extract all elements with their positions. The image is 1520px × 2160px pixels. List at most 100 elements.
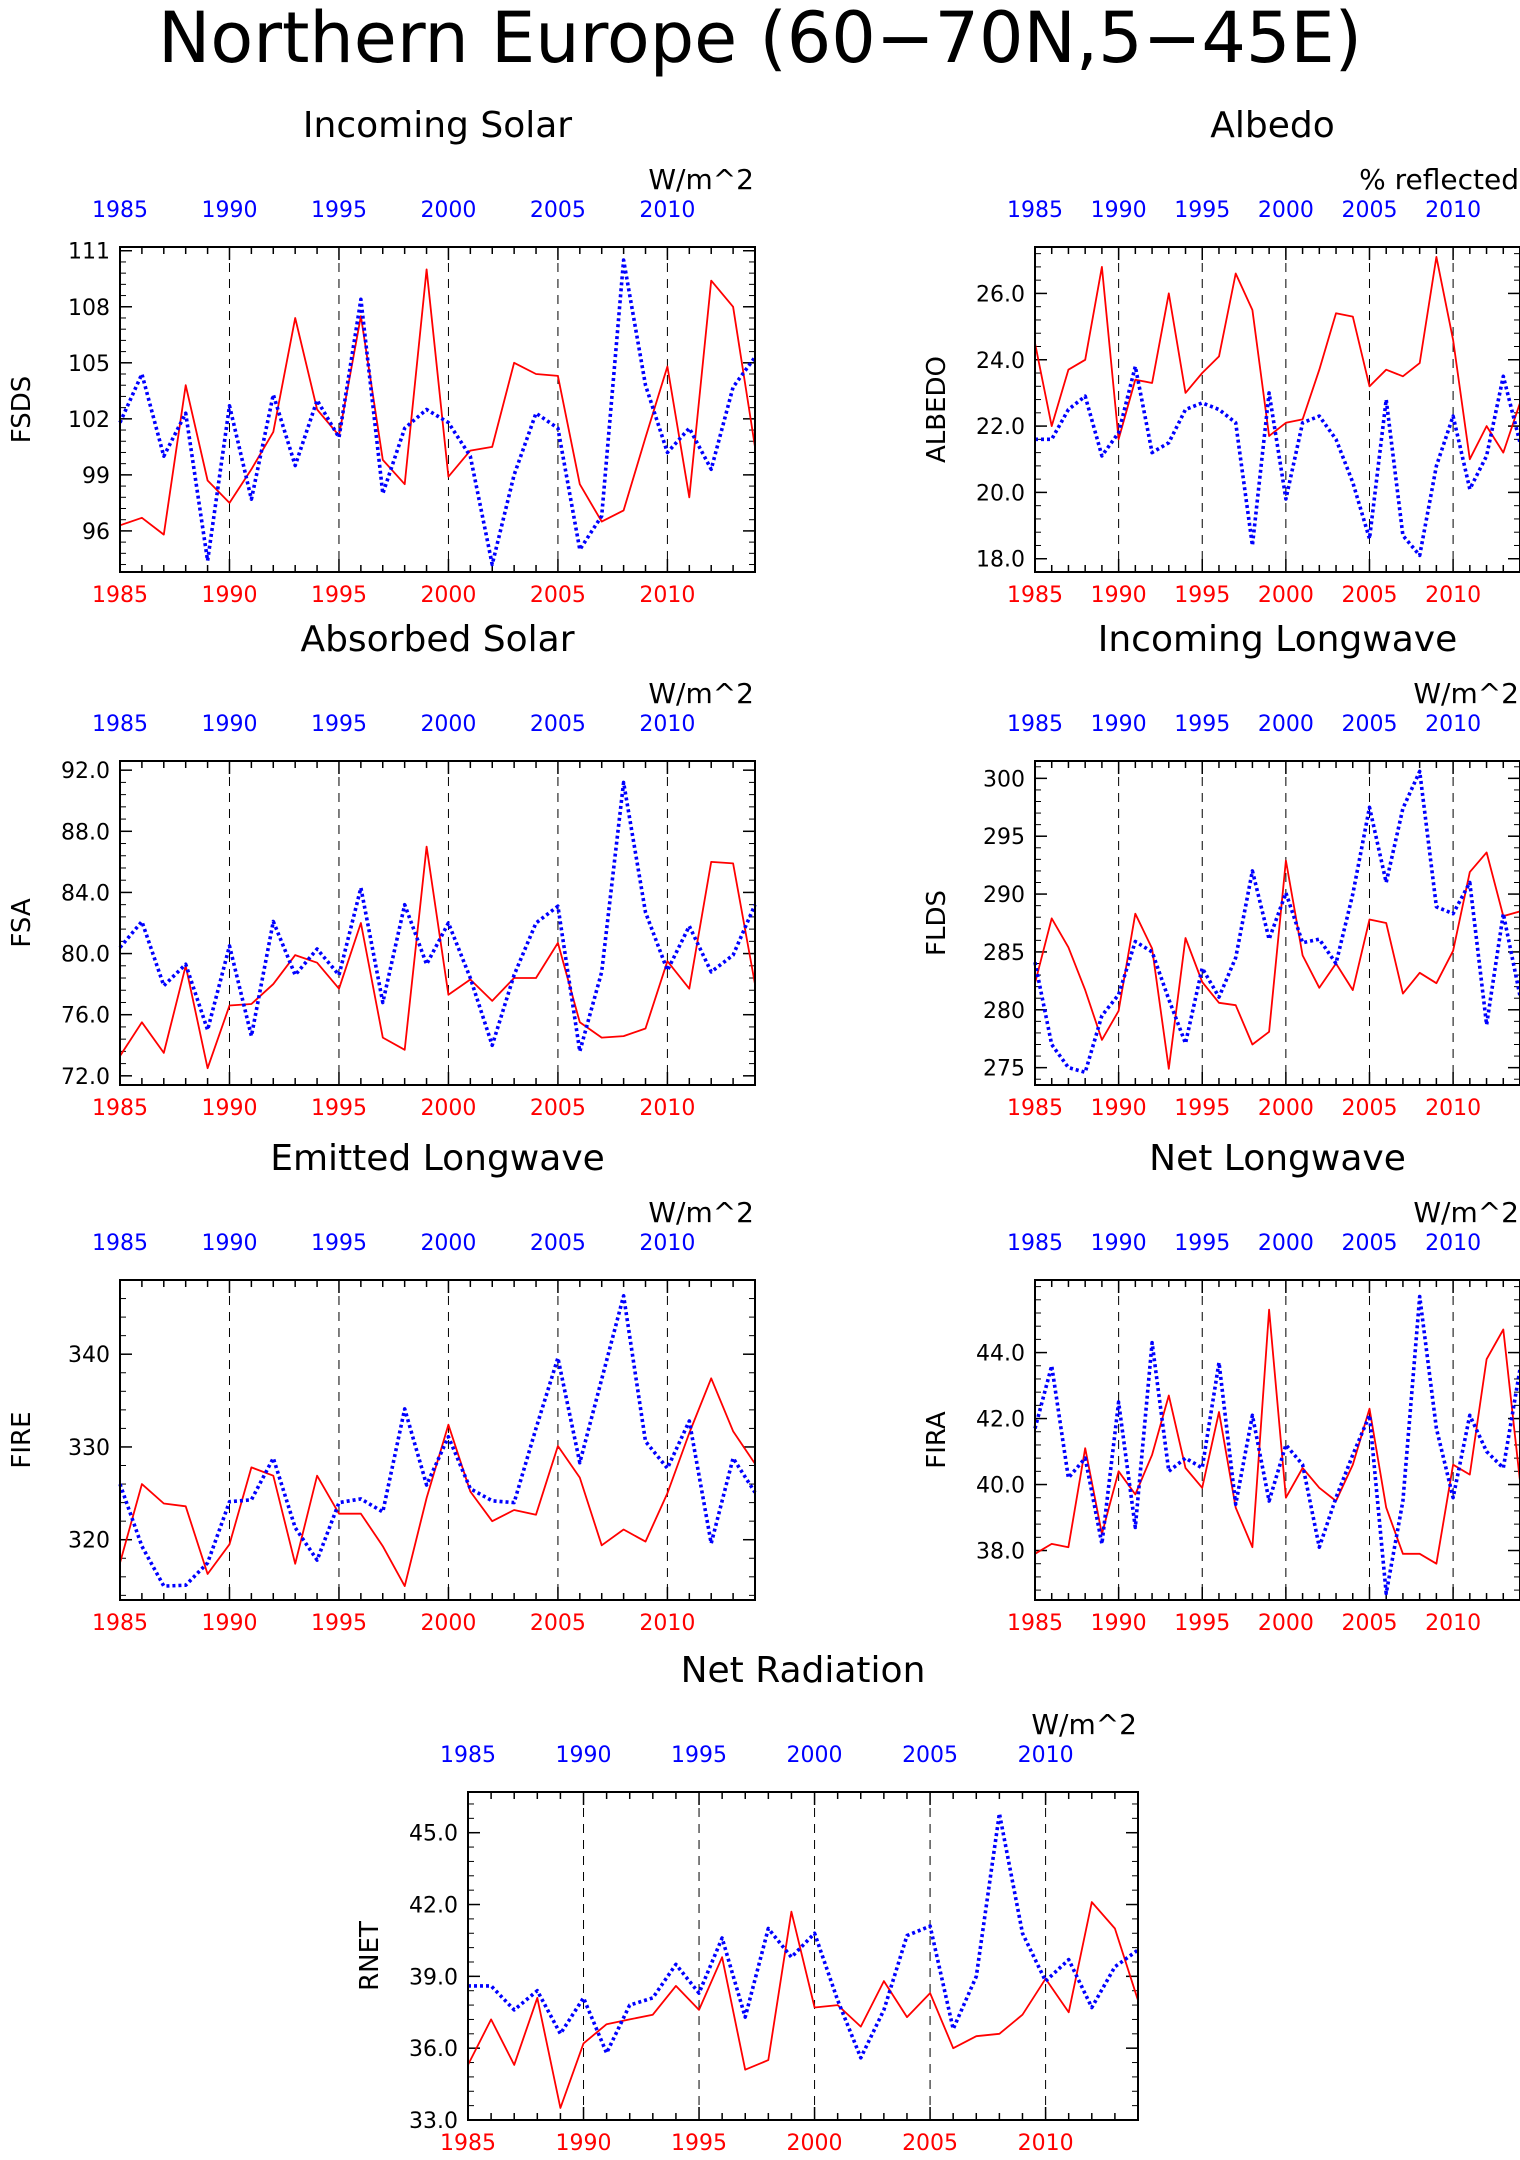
series-line-dotted xyxy=(1035,364,1520,558)
data-point xyxy=(1117,1010,1119,1012)
data-point xyxy=(929,1925,931,1927)
x-tick-label-top: 1990 xyxy=(1091,1231,1147,1256)
series-line-dotted xyxy=(118,780,757,1054)
data-point xyxy=(272,983,274,985)
x-tick-label-top: 2000 xyxy=(787,1743,843,1768)
data-point xyxy=(1134,1526,1136,1528)
data-point xyxy=(1251,870,1253,872)
data-point xyxy=(732,954,734,956)
x-tick-label-bottom: 2005 xyxy=(1341,1096,1397,1121)
data-point xyxy=(1151,951,1153,953)
data-point xyxy=(732,1430,734,1432)
data-point xyxy=(1352,1454,1354,1456)
data-point xyxy=(360,922,362,924)
data-point xyxy=(250,1466,252,1468)
data-point xyxy=(535,1427,537,1429)
data-point xyxy=(732,1457,734,1459)
x-tick-label-bottom: 2000 xyxy=(420,583,476,608)
data-point xyxy=(652,2014,654,2016)
data-point xyxy=(579,1476,581,1478)
data-point xyxy=(629,2004,631,2006)
data-point xyxy=(185,1584,187,1586)
x-tick-label-bottom: 2000 xyxy=(1258,1096,1314,1121)
data-point xyxy=(998,1812,1000,1814)
data-point xyxy=(1184,1467,1186,1469)
data-point xyxy=(1385,881,1387,883)
x-tick-label-bottom: 2005 xyxy=(1341,1611,1397,1636)
units-label: W/m^2 xyxy=(648,677,754,710)
x-tick-label-bottom: 2010 xyxy=(1425,1096,1481,1121)
data-point xyxy=(1402,807,1404,809)
data-point xyxy=(469,977,471,979)
data-point xyxy=(813,1932,815,1934)
data-point xyxy=(1368,1408,1370,1410)
data-point xyxy=(790,1956,792,1958)
data-point xyxy=(1352,893,1354,895)
data-point xyxy=(559,2107,561,2109)
data-point xyxy=(732,386,734,388)
data-point xyxy=(975,2035,977,2037)
data-point xyxy=(1301,418,1303,420)
y-tick-label: 92.0 xyxy=(61,759,110,784)
data-point xyxy=(644,384,646,386)
data-point xyxy=(1301,954,1303,956)
data-point xyxy=(316,1475,318,1477)
data-point xyxy=(666,365,668,367)
data-point xyxy=(447,994,449,996)
data-point xyxy=(1318,415,1320,417)
y-tick-label: 320 xyxy=(68,1529,110,1554)
x-tick-label-bottom: 1995 xyxy=(311,1096,367,1121)
data-point xyxy=(404,1408,406,1410)
x-tick-label-bottom: 2005 xyxy=(902,2131,958,2156)
x-tick-label-top: 1985 xyxy=(1007,1231,1063,1256)
x-tick-label-bottom: 2000 xyxy=(420,1611,476,1636)
data-point xyxy=(1134,940,1136,942)
data-point xyxy=(559,2033,561,2035)
data-point xyxy=(338,988,340,990)
data-point xyxy=(490,2018,492,2020)
data-point xyxy=(382,459,384,461)
x-tick-label-bottom: 1985 xyxy=(1007,583,1063,608)
data-point xyxy=(644,436,646,438)
x-tick-label-top: 2005 xyxy=(902,1743,958,1768)
data-point xyxy=(1335,312,1337,314)
x-tick-label-top: 1995 xyxy=(311,712,367,737)
x-tick-label-top: 2000 xyxy=(1258,198,1314,223)
plot-frame xyxy=(119,1279,756,1601)
data-point xyxy=(425,1484,427,1486)
data-point xyxy=(622,259,624,261)
data-point xyxy=(272,393,274,395)
series-line-dotted xyxy=(1033,769,1520,1075)
data-point xyxy=(490,1985,492,1987)
data-point xyxy=(744,2016,746,2018)
data-point xyxy=(1117,994,1119,996)
data-point xyxy=(294,954,296,956)
data-point xyxy=(1067,1066,1069,1068)
plot-frame xyxy=(119,246,756,573)
data-point xyxy=(721,1937,723,1939)
data-point xyxy=(1201,967,1203,969)
data-point xyxy=(1402,534,1404,536)
data-point xyxy=(644,1440,646,1442)
data-point xyxy=(622,781,624,783)
data-point xyxy=(228,1004,230,1006)
data-point xyxy=(382,492,384,494)
data-point xyxy=(1051,1365,1053,1367)
data-point xyxy=(1285,892,1287,894)
data-point xyxy=(316,408,318,410)
data-point xyxy=(425,845,427,847)
x-tick-label-bottom: 1990 xyxy=(556,2131,612,2156)
x-tick-label-top: 1995 xyxy=(1174,1231,1230,1256)
y-axis-label: FSA xyxy=(7,898,37,947)
data-point xyxy=(1285,498,1287,500)
data-point xyxy=(1469,871,1471,873)
units-label: W/m^2 xyxy=(648,1196,754,1229)
data-point xyxy=(1101,1039,1103,1041)
data-point xyxy=(1051,1543,1053,1545)
data-point xyxy=(1335,438,1337,440)
data-point xyxy=(1168,292,1170,294)
data-point xyxy=(469,449,471,451)
y-tick-label: 22.0 xyxy=(976,415,1025,440)
data-point xyxy=(1435,982,1437,984)
x-tick-label-bottom: 1995 xyxy=(1174,1611,1230,1636)
